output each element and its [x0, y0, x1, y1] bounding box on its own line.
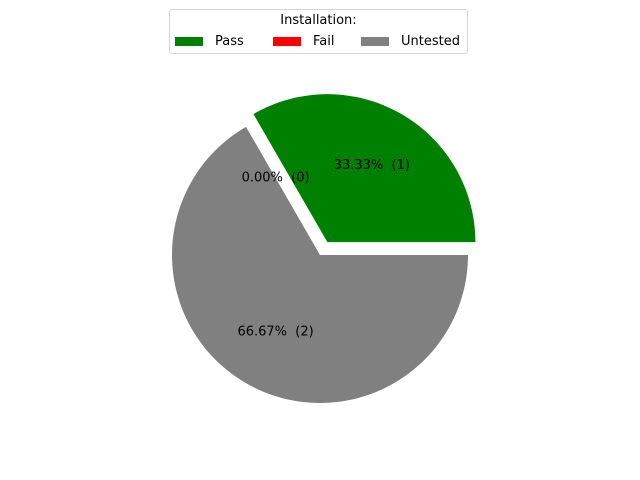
slice-label-pass: 33.33% (1) — [334, 158, 410, 173]
legend-title: Installation: — [280, 13, 357, 28]
legend: Installation: Pass Fail Untested — [169, 9, 468, 54]
legend-swatch-untested — [361, 37, 389, 46]
slice-label-untested: 66.67% (2) — [237, 324, 313, 339]
pie-slice-labels: 33.33% (1) 0.00% (0) 66.67% (2) — [237, 158, 409, 340]
pie-slice-untested — [172, 126, 468, 403]
legend-swatch-pass — [175, 37, 203, 46]
legend-label-fail: Fail — [313, 34, 335, 49]
pie-slice-pass — [253, 94, 476, 243]
legend-label-untested: Untested — [401, 34, 460, 49]
legend-label-pass: Pass — [215, 34, 244, 49]
pie-slices — [172, 94, 476, 403]
slice-label-fail: 0.00% (0) — [242, 171, 310, 186]
legend-swatch-fail — [273, 37, 301, 46]
